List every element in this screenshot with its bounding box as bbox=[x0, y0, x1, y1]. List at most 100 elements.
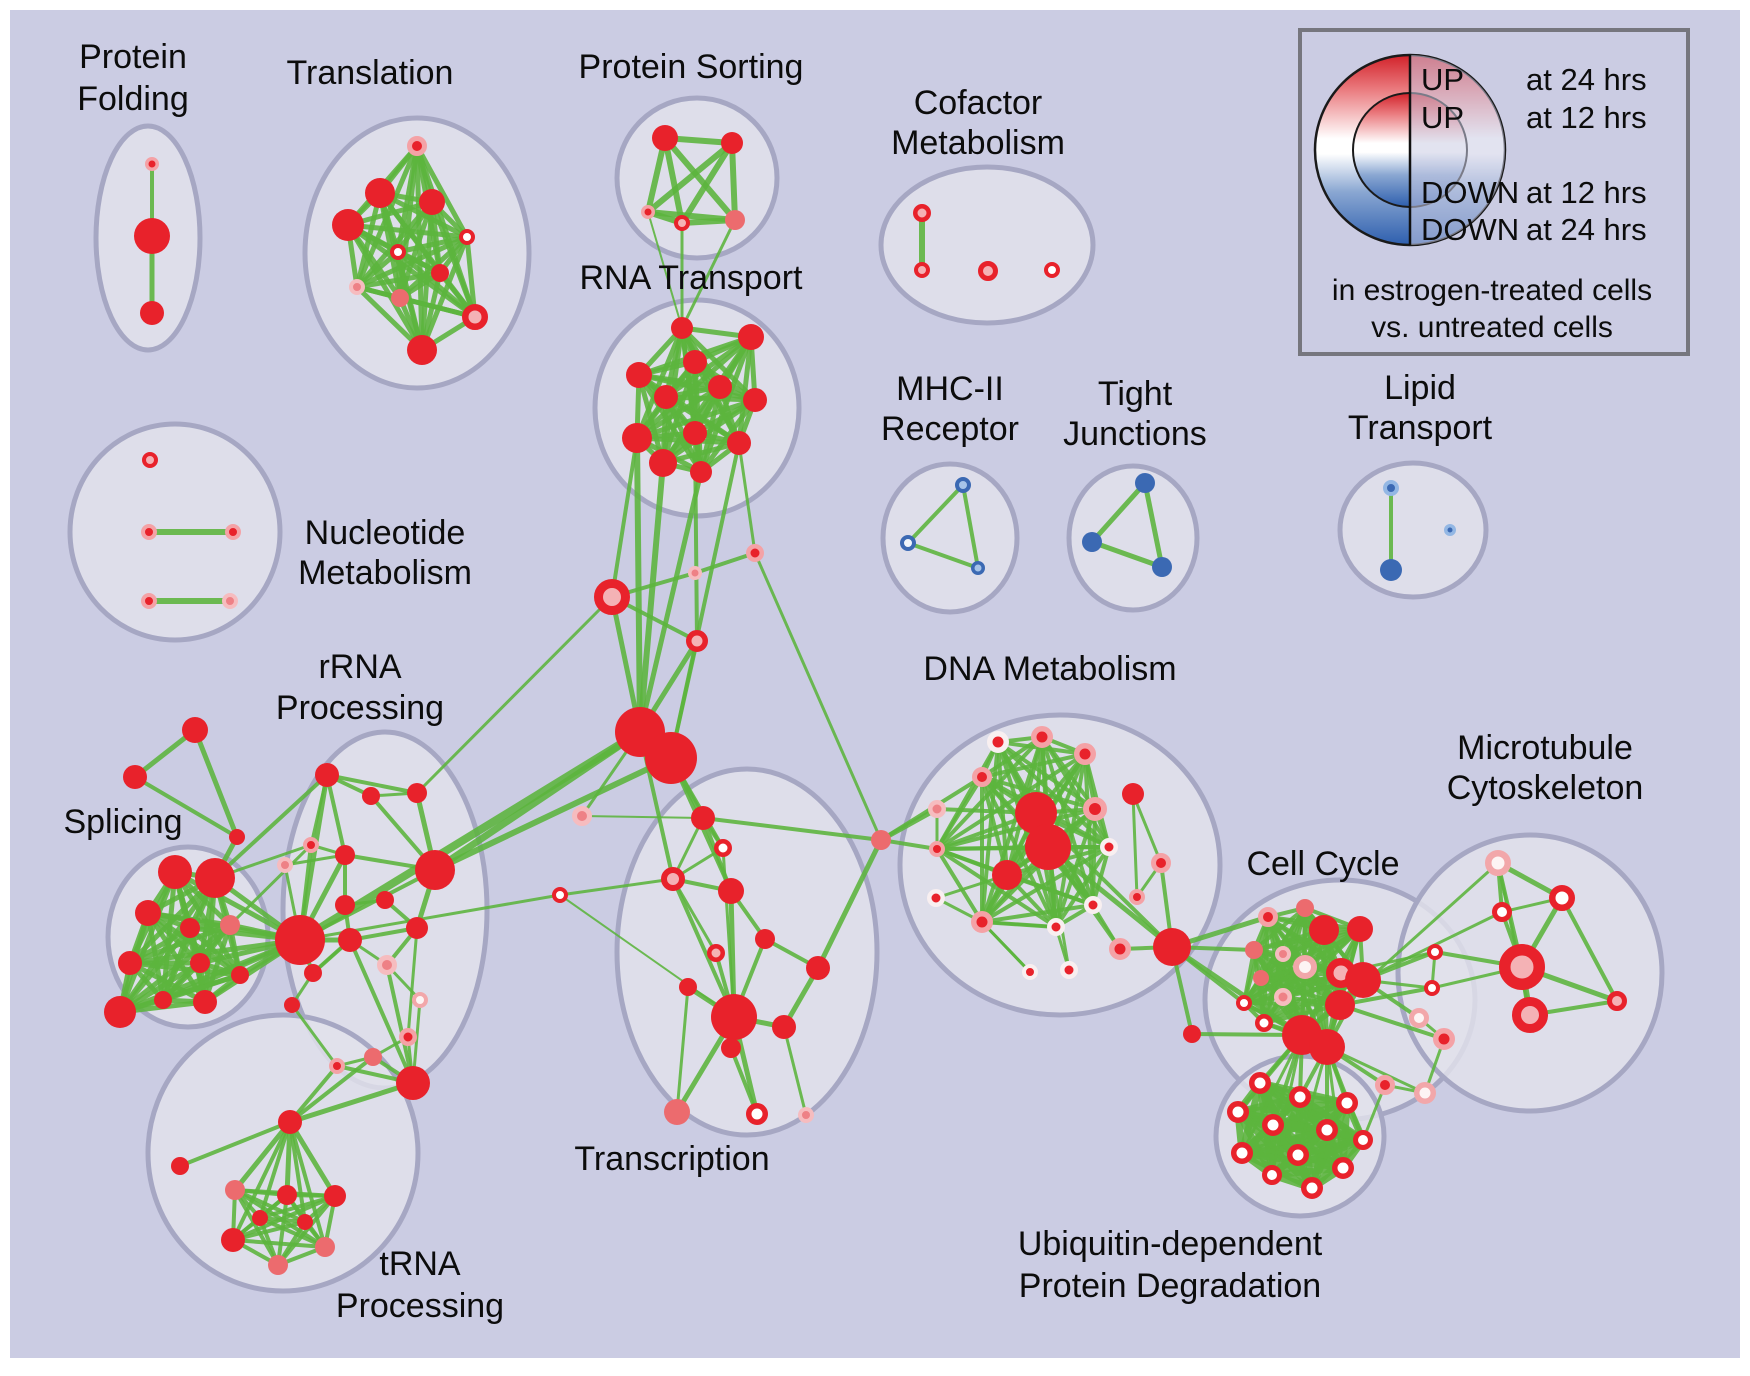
network-edge bbox=[127, 937, 303, 966]
network-edge bbox=[980, 845, 1111, 924]
network-node bbox=[727, 431, 751, 455]
network-node bbox=[407, 335, 437, 365]
network-node bbox=[154, 991, 172, 1009]
network-node bbox=[652, 125, 678, 151]
network-node bbox=[1083, 797, 1107, 821]
cluster-label-nucleotide-metabolism: Metabolism bbox=[298, 554, 472, 592]
network-edge bbox=[1169, 944, 1305, 1038]
network-edge bbox=[1240, 1033, 1304, 1155]
cluster-labels: Protein Folding Translation Protein Sorting… bbox=[63, 38, 1643, 1325]
network-node bbox=[335, 845, 355, 865]
network-node bbox=[1332, 1157, 1354, 1179]
network-node bbox=[1022, 964, 1038, 980]
network-node bbox=[641, 205, 655, 219]
network-node bbox=[407, 783, 427, 803]
network-node bbox=[221, 1228, 245, 1252]
network-node bbox=[1309, 1029, 1345, 1065]
network-node bbox=[275, 915, 325, 965]
network-edge bbox=[1252, 927, 1362, 952]
network-edge bbox=[345, 222, 470, 240]
network-edge bbox=[1054, 752, 1087, 929]
network-edge bbox=[980, 920, 1032, 974]
network-node bbox=[1100, 838, 1118, 856]
network-node bbox=[738, 324, 764, 350]
network-edge bbox=[288, 1120, 307, 1224]
network-edge bbox=[1268, 1164, 1347, 1179]
network-edge bbox=[233, 1188, 280, 1267]
network-node bbox=[1025, 824, 1071, 870]
cluster-label-rna-transport: RNA Transport bbox=[580, 259, 804, 297]
network-node bbox=[1227, 1101, 1249, 1123]
network-edge bbox=[671, 877, 736, 1019]
network-node bbox=[772, 1015, 796, 1039]
network-edge bbox=[213, 773, 329, 880]
network-node bbox=[552, 887, 568, 903]
network-edge bbox=[1040, 735, 1111, 849]
network-edge bbox=[935, 775, 984, 851]
network-edge bbox=[663, 394, 758, 403]
network-node bbox=[798, 1107, 814, 1123]
network-edge bbox=[325, 773, 419, 795]
network-edge bbox=[1270, 1033, 1304, 1177]
network-node bbox=[123, 765, 147, 789]
network-node bbox=[707, 944, 725, 962]
network-node bbox=[284, 997, 300, 1013]
network-edge bbox=[432, 755, 674, 873]
network-node bbox=[315, 1237, 335, 1257]
network-node bbox=[690, 461, 712, 483]
network-node bbox=[277, 857, 293, 873]
network-node bbox=[406, 917, 428, 939]
network-node bbox=[1424, 980, 1440, 996]
network-node bbox=[746, 1103, 768, 1125]
network-nodes bbox=[104, 125, 1627, 1275]
network-edge bbox=[127, 922, 233, 966]
network-edge bbox=[737, 441, 757, 555]
network-node bbox=[193, 990, 217, 1014]
network-node bbox=[679, 978, 697, 996]
network-node bbox=[180, 918, 200, 938]
network-node bbox=[338, 928, 362, 952]
network-edge bbox=[935, 807, 1097, 851]
network-edge bbox=[258, 1120, 292, 1220]
cluster-label-lipid-transport: Lipid bbox=[1384, 369, 1456, 407]
network-edge bbox=[815, 837, 884, 971]
legend-row-down-24-label: DOWN bbox=[1421, 212, 1519, 247]
network-node bbox=[220, 915, 240, 935]
network-node bbox=[1309, 915, 1339, 945]
network-edge bbox=[231, 1220, 307, 1242]
network-edge bbox=[935, 845, 1111, 851]
network-node bbox=[141, 593, 157, 609]
network-node bbox=[268, 1255, 288, 1275]
network-node bbox=[195, 858, 235, 898]
network-edge bbox=[298, 868, 437, 942]
network-edge bbox=[284, 1119, 293, 1198]
network-edge bbox=[662, 135, 738, 223]
network-edge bbox=[1338, 1003, 1446, 1041]
cluster-ellipse-lipid-transport bbox=[1337, 460, 1489, 600]
network-node bbox=[978, 261, 998, 281]
network-node bbox=[1492, 902, 1512, 922]
network-node bbox=[1245, 941, 1263, 959]
cluster-label-microtubule-cytoskeleton: Microtubule bbox=[1457, 729, 1633, 767]
network-edge bbox=[581, 815, 704, 819]
network-edge bbox=[431, 728, 644, 874]
cluster-label-protein-sorting: Protein Sorting bbox=[579, 48, 804, 86]
cluster-label-translation: Translation bbox=[287, 54, 454, 92]
network-edge bbox=[231, 1238, 327, 1249]
network-edge bbox=[1045, 844, 1175, 950]
network-edge bbox=[637, 460, 666, 735]
network-edge bbox=[693, 551, 757, 575]
network-node bbox=[140, 301, 164, 325]
network-node bbox=[104, 996, 136, 1028]
network-edge bbox=[558, 877, 675, 897]
network-node bbox=[1380, 559, 1402, 581]
network-edge bbox=[782, 1025, 808, 1117]
network-node bbox=[1353, 1130, 1373, 1150]
network-edge bbox=[288, 1064, 339, 1124]
network-node bbox=[1409, 1008, 1429, 1028]
cluster-label-tight-junctions: Tight bbox=[1098, 375, 1173, 413]
network-node bbox=[391, 289, 409, 307]
network-node bbox=[364, 1048, 382, 1066]
